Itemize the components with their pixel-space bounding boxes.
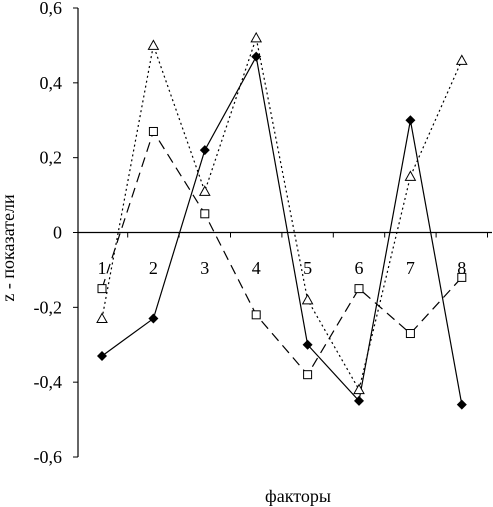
- data-point-square: [251, 310, 261, 320]
- data-point-diamond: [199, 145, 210, 156]
- data-point-diamond: [97, 350, 107, 361]
- data-point-square: [303, 370, 313, 380]
- series-line: [101, 130, 463, 376]
- data-point-square: [457, 272, 467, 282]
- x-axis-label: факторы: [265, 486, 331, 506]
- x-tick-label: 5: [303, 258, 312, 278]
- series-3: [96, 31, 468, 395]
- data-point-square: [405, 329, 415, 339]
- x-tick-label: 3: [200, 258, 209, 278]
- y-tick-labels: -0,6 -0,4 -0,2 0 0,2 0,4 0,6: [34, 0, 63, 467]
- series-2: [97, 126, 467, 380]
- x-tick-label: 7: [406, 258, 415, 278]
- data-point-triangle: [353, 383, 365, 395]
- data-point-diamond: [354, 395, 364, 406]
- x-tick-label: 4: [252, 258, 261, 278]
- data-point-diamond: [148, 313, 159, 324]
- series-layer: [96, 31, 468, 410]
- data-point-triangle: [96, 312, 108, 324]
- data-point-diamond: [456, 399, 467, 410]
- y-tick-label: 0: [53, 223, 62, 243]
- data-point-square: [354, 284, 364, 294]
- data-point-triangle: [301, 293, 314, 305]
- data-point-square: [97, 284, 107, 294]
- data-point-diamond: [251, 51, 262, 62]
- series-1: [97, 51, 467, 410]
- x-tick-label: 6: [355, 258, 364, 278]
- axes: [73, 7, 492, 458]
- x-tick-label: 2: [149, 258, 158, 278]
- data-point-square: [148, 126, 158, 136]
- y-tick-label: -0,4: [34, 372, 63, 392]
- data-point-triangle: [455, 54, 468, 65]
- data-point-triangle: [198, 185, 211, 196]
- y-tick-label: 0,6: [40, 0, 63, 18]
- series-line: [101, 54, 463, 405]
- data-point-diamond: [405, 115, 416, 126]
- x-tick-labels: 1 2 3 4 5 6 7 8: [98, 258, 467, 278]
- y-axis-label: z - показатели: [0, 194, 18, 302]
- data-point-triangle: [147, 39, 160, 50]
- data-point-triangle: [404, 170, 417, 181]
- y-tick-label: 0,2: [40, 148, 63, 168]
- x-tick-label: 8: [457, 258, 466, 278]
- data-point-square: [200, 209, 210, 219]
- x-tick-label: 1: [98, 258, 107, 278]
- data-point-triangle: [250, 31, 263, 43]
- data-point-diamond: [302, 339, 313, 350]
- y-tick-label: -0,2: [34, 297, 63, 317]
- y-tick-label: -0,6: [34, 447, 63, 467]
- y-tick-label: 0,4: [40, 73, 63, 93]
